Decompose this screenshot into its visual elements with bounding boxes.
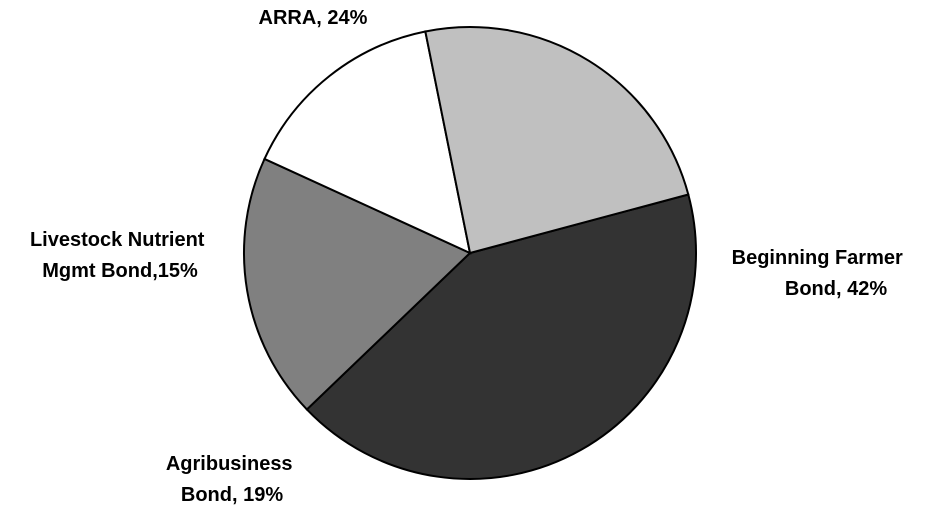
label-livestock-nutrient: Livestock Nutrient Mgmt Bond,15% <box>30 229 210 282</box>
slices-layer <box>243 26 697 480</box>
label-arra: ARRA, 24% <box>259 7 368 29</box>
slice-livestock-nutrient <box>263 30 472 255</box>
label-agribusiness-line-1: Agribusiness <box>166 453 293 475</box>
slice-arra <box>424 26 690 255</box>
label-livestock-nutrient-line-1: Livestock Nutrient <box>30 229 205 251</box>
labels-layer: Beginning Farmer Bond, 42% Agribusiness … <box>30 7 909 506</box>
label-beginning-farmer-line-2: Bond, 42% <box>785 278 887 300</box>
label-agribusiness-line-2: Bond, 19% <box>181 484 283 506</box>
label-beginning-farmer-line-1: Beginning Farmer <box>732 247 903 269</box>
label-beginning-farmer: Beginning Farmer Bond, 42% <box>732 247 909 300</box>
label-livestock-nutrient-line-2: Mgmt Bond,15% <box>42 260 198 282</box>
slice-beginning-farmer <box>305 193 697 480</box>
label-agribusiness: Agribusiness Bond, 19% <box>166 453 298 506</box>
slice-agribusiness <box>243 157 472 411</box>
label-arra-line-1: ARRA, 24% <box>259 7 368 29</box>
